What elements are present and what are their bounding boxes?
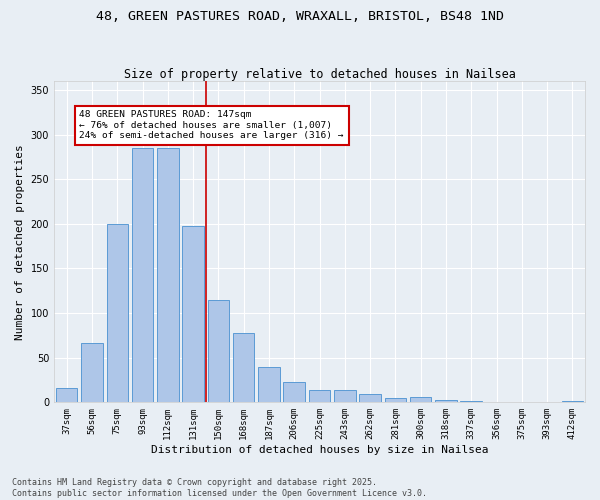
Bar (283, 382, 305, 402)
Text: 48, GREEN PASTURES ROAD, WRAXALL, BRISTOL, BS48 1ND: 48, GREEN PASTURES ROAD, WRAXALL, BRISTO… (96, 10, 504, 23)
Text: 48 GREEN PASTURES ROAD: 147sqm
← 76% of detached houses are smaller (1,007)
24% : 48 GREEN PASTURES ROAD: 147sqm ← 76% of … (79, 110, 344, 140)
Bar (81, 344, 103, 402)
Bar (258, 366, 280, 402)
Bar (132, 148, 153, 403)
Bar (435, 400, 457, 402)
Bar (107, 224, 128, 402)
X-axis label: Distribution of detached houses by size in Nailsea: Distribution of detached houses by size … (151, 445, 488, 455)
Bar (385, 398, 406, 402)
Bar (309, 390, 330, 402)
Bar (157, 148, 179, 403)
Bar (410, 397, 431, 402)
Y-axis label: Number of detached properties: Number of detached properties (15, 144, 25, 340)
Bar (182, 226, 204, 402)
Bar (359, 394, 381, 402)
Bar (208, 300, 229, 403)
Bar (334, 390, 356, 402)
Title: Size of property relative to detached houses in Nailsea: Size of property relative to detached ho… (124, 68, 515, 81)
Bar (233, 332, 254, 402)
Text: Contains HM Land Registry data © Crown copyright and database right 2025.
Contai: Contains HM Land Registry data © Crown c… (12, 478, 427, 498)
Bar (56, 388, 77, 402)
